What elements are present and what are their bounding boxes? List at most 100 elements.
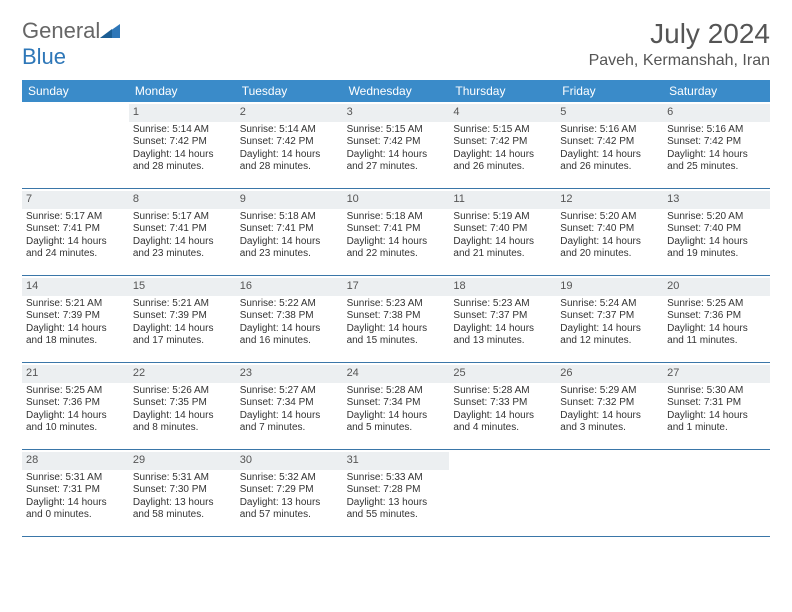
day-cell: 20Sunrise: 5:25 AMSunset: 7:36 PMDayligh… [663, 276, 770, 362]
day-number: 16 [236, 278, 343, 296]
sunrise-text: Sunrise: 5:28 AM [453, 385, 552, 398]
daylight2-text: and 23 minutes. [133, 248, 232, 261]
day-number: 3 [343, 104, 450, 122]
day-cell [449, 450, 556, 536]
daylight1-text: Daylight: 14 hours [26, 323, 125, 336]
sunset-text: Sunset: 7:39 PM [133, 310, 232, 323]
day-cell: 10Sunrise: 5:18 AMSunset: 7:41 PMDayligh… [343, 189, 450, 275]
day-number: 9 [236, 191, 343, 209]
daylight2-text: and 25 minutes. [667, 161, 766, 174]
sunset-text: Sunset: 7:41 PM [347, 223, 446, 236]
day-cell: 8Sunrise: 5:17 AMSunset: 7:41 PMDaylight… [129, 189, 236, 275]
sunset-text: Sunset: 7:28 PM [347, 484, 446, 497]
sunset-text: Sunset: 7:34 PM [240, 397, 339, 410]
daylight2-text: and 3 minutes. [560, 422, 659, 435]
daylight2-text: and 15 minutes. [347, 335, 446, 348]
daylight2-text: and 8 minutes. [133, 422, 232, 435]
daylight2-text: and 16 minutes. [240, 335, 339, 348]
daylight2-text: and 7 minutes. [240, 422, 339, 435]
daylight2-text: and 0 minutes. [26, 509, 125, 522]
sunrise-text: Sunrise: 5:30 AM [667, 385, 766, 398]
day-number: 28 [22, 452, 129, 470]
day-number: 21 [22, 365, 129, 383]
sunrise-text: Sunrise: 5:24 AM [560, 298, 659, 311]
day-number: 4 [449, 104, 556, 122]
day-number: 17 [343, 278, 450, 296]
sunset-text: Sunset: 7:40 PM [667, 223, 766, 236]
day-number: 18 [449, 278, 556, 296]
week-row: 21Sunrise: 5:25 AMSunset: 7:36 PMDayligh… [22, 363, 770, 450]
sunset-text: Sunset: 7:31 PM [26, 484, 125, 497]
daylight2-text: and 10 minutes. [26, 422, 125, 435]
sunrise-text: Sunrise: 5:14 AM [240, 124, 339, 137]
daylight2-text: and 28 minutes. [133, 161, 232, 174]
day-number: 26 [556, 365, 663, 383]
day-cell: 2Sunrise: 5:14 AMSunset: 7:42 PMDaylight… [236, 102, 343, 188]
day-cell: 29Sunrise: 5:31 AMSunset: 7:30 PMDayligh… [129, 450, 236, 536]
daylight2-text: and 28 minutes. [240, 161, 339, 174]
sunrise-text: Sunrise: 5:22 AM [240, 298, 339, 311]
sunrise-text: Sunrise: 5:17 AM [26, 211, 125, 224]
day-number [22, 104, 129, 108]
sunset-text: Sunset: 7:34 PM [347, 397, 446, 410]
day-number [449, 452, 556, 456]
sunrise-text: Sunrise: 5:25 AM [667, 298, 766, 311]
daylight1-text: Daylight: 14 hours [26, 410, 125, 423]
sunset-text: Sunset: 7:36 PM [667, 310, 766, 323]
daylight1-text: Daylight: 14 hours [240, 149, 339, 162]
daylight2-text: and 5 minutes. [347, 422, 446, 435]
day-cell: 7Sunrise: 5:17 AMSunset: 7:41 PMDaylight… [22, 189, 129, 275]
day-cell: 19Sunrise: 5:24 AMSunset: 7:37 PMDayligh… [556, 276, 663, 362]
daylight1-text: Daylight: 14 hours [453, 149, 552, 162]
sunset-text: Sunset: 7:42 PM [240, 136, 339, 149]
daylight2-text: and 27 minutes. [347, 161, 446, 174]
daylight2-text: and 18 minutes. [26, 335, 125, 348]
week-row: 7Sunrise: 5:17 AMSunset: 7:41 PMDaylight… [22, 189, 770, 276]
daylight1-text: Daylight: 14 hours [560, 149, 659, 162]
daylight1-text: Daylight: 14 hours [240, 323, 339, 336]
day-of-week-header: SundayMondayTuesdayWednesdayThursdayFrid… [22, 80, 770, 102]
daylight2-text: and 19 minutes. [667, 248, 766, 261]
sunrise-text: Sunrise: 5:17 AM [133, 211, 232, 224]
title-block: July 2024 Paveh, Kermanshah, Iran [589, 18, 770, 70]
week-row: 14Sunrise: 5:21 AMSunset: 7:39 PMDayligh… [22, 276, 770, 363]
day-cell: 31Sunrise: 5:33 AMSunset: 7:28 PMDayligh… [343, 450, 450, 536]
day-cell: 21Sunrise: 5:25 AMSunset: 7:36 PMDayligh… [22, 363, 129, 449]
day-number: 1 [129, 104, 236, 122]
daylight1-text: Daylight: 14 hours [667, 323, 766, 336]
daylight1-text: Daylight: 14 hours [240, 410, 339, 423]
daylight2-text: and 17 minutes. [133, 335, 232, 348]
header: GeneralBlue July 2024 Paveh, Kermanshah,… [22, 18, 770, 70]
daylight1-text: Daylight: 14 hours [560, 410, 659, 423]
sunrise-text: Sunrise: 5:25 AM [26, 385, 125, 398]
sunset-text: Sunset: 7:41 PM [133, 223, 232, 236]
day-cell: 11Sunrise: 5:19 AMSunset: 7:40 PMDayligh… [449, 189, 556, 275]
sunrise-text: Sunrise: 5:16 AM [667, 124, 766, 137]
daylight1-text: Daylight: 14 hours [667, 236, 766, 249]
day-number: 27 [663, 365, 770, 383]
dow-cell: Friday [556, 80, 663, 102]
sunrise-text: Sunrise: 5:28 AM [347, 385, 446, 398]
day-cell: 24Sunrise: 5:28 AMSunset: 7:34 PMDayligh… [343, 363, 450, 449]
sunset-text: Sunset: 7:40 PM [560, 223, 659, 236]
daylight1-text: Daylight: 14 hours [240, 236, 339, 249]
day-number: 6 [663, 104, 770, 122]
sunrise-text: Sunrise: 5:23 AM [347, 298, 446, 311]
daylight1-text: Daylight: 14 hours [26, 497, 125, 510]
dow-cell: Tuesday [236, 80, 343, 102]
daylight1-text: Daylight: 14 hours [453, 323, 552, 336]
day-cell: 27Sunrise: 5:30 AMSunset: 7:31 PMDayligh… [663, 363, 770, 449]
day-number: 23 [236, 365, 343, 383]
sunset-text: Sunset: 7:33 PM [453, 397, 552, 410]
sunset-text: Sunset: 7:42 PM [133, 136, 232, 149]
day-cell: 18Sunrise: 5:23 AMSunset: 7:37 PMDayligh… [449, 276, 556, 362]
daylight2-text: and 58 minutes. [133, 509, 232, 522]
sunset-text: Sunset: 7:29 PM [240, 484, 339, 497]
location: Paveh, Kermanshah, Iran [589, 52, 770, 70]
sunrise-text: Sunrise: 5:20 AM [667, 211, 766, 224]
daylight2-text: and 22 minutes. [347, 248, 446, 261]
sunset-text: Sunset: 7:30 PM [133, 484, 232, 497]
brand-logo: GeneralBlue [22, 18, 120, 70]
daylight2-text: and 24 minutes. [26, 248, 125, 261]
daylight1-text: Daylight: 14 hours [347, 410, 446, 423]
